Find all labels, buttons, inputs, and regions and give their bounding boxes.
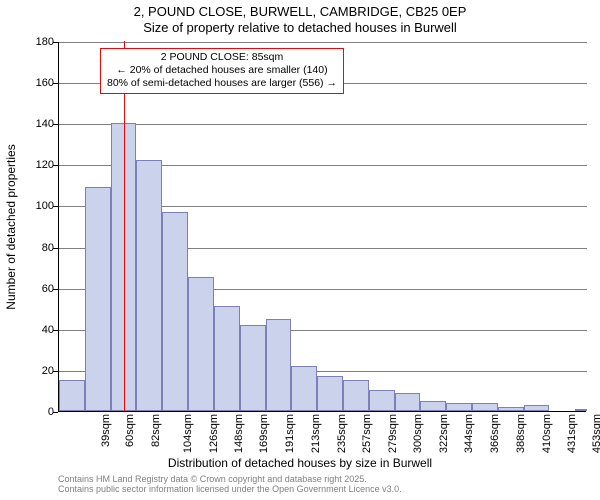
footer-line2: Contains public sector information licen…	[58, 484, 402, 494]
x-axis-label: Distribution of detached houses by size …	[0, 456, 600, 470]
histogram-bar	[214, 306, 240, 411]
histogram-bar	[291, 366, 317, 411]
y-tick-label: 20	[14, 365, 54, 377]
histogram-bar	[266, 319, 292, 412]
histogram-bar	[498, 407, 524, 411]
y-tick-label: 160	[14, 77, 54, 89]
y-tick-label: 60	[14, 283, 54, 295]
x-tick-label: 213sqm	[310, 414, 322, 453]
gridline	[59, 42, 587, 43]
histogram-bar	[524, 405, 550, 411]
histogram-bar	[446, 403, 472, 411]
histogram-bar	[472, 403, 498, 411]
annotation-line3: 80% of semi-detached houses are larger (…	[107, 77, 337, 90]
x-tick-label: 322sqm	[438, 414, 450, 453]
y-tick-label: 120	[14, 159, 54, 171]
x-tick-label: 431sqm	[566, 414, 578, 453]
gridline	[59, 124, 587, 125]
x-tick-label: 300sqm	[412, 414, 424, 453]
histogram-bar	[395, 393, 421, 412]
y-tick-label: 140	[14, 118, 54, 130]
x-tick-label: 410sqm	[541, 414, 553, 453]
y-tick-label: 0	[14, 406, 54, 418]
x-tick-label: 60sqm	[124, 414, 136, 447]
chart-container: 2, POUND CLOSE, BURWELL, CAMBRIDGE, CB25…	[0, 0, 600, 500]
footer-line1: Contains HM Land Registry data © Crown c…	[58, 474, 402, 484]
histogram-bar	[85, 187, 111, 411]
y-tick-label: 80	[14, 242, 54, 254]
x-tick-label: 104sqm	[182, 414, 194, 453]
histogram-bar	[188, 277, 214, 411]
histogram-bar	[59, 380, 85, 411]
x-tick-label: 344sqm	[464, 414, 476, 453]
annotation-box: 2 POUND CLOSE: 85sqm ← 20% of detached h…	[100, 48, 344, 94]
histogram-bar	[162, 212, 188, 411]
y-tick-label: 180	[14, 36, 54, 48]
x-tick-label: 366sqm	[489, 414, 501, 453]
y-tick-label: 40	[14, 324, 54, 336]
chart-title-1: 2, POUND CLOSE, BURWELL, CAMBRIDGE, CB25…	[0, 4, 600, 19]
x-tick-label: 388sqm	[515, 414, 527, 453]
annotation-line1: 2 POUND CLOSE: 85sqm	[107, 51, 337, 64]
histogram-bar	[240, 325, 266, 411]
x-tick-label: 82sqm	[150, 414, 162, 447]
x-tick-label: 257sqm	[361, 414, 373, 453]
reference-line	[124, 41, 125, 411]
x-tick-label: 126sqm	[208, 414, 220, 453]
histogram-bar	[317, 376, 343, 411]
histogram-bar	[369, 390, 395, 411]
x-tick-label: 235sqm	[336, 414, 348, 453]
x-tick-label: 169sqm	[258, 414, 270, 453]
x-tick-label: 39sqm	[100, 414, 112, 447]
histogram-bar	[343, 380, 369, 411]
chart-title-2: Size of property relative to detached ho…	[0, 20, 600, 35]
x-tick-label: 191sqm	[284, 414, 296, 453]
histogram-bar	[575, 409, 587, 411]
footer-attribution: Contains HM Land Registry data © Crown c…	[58, 474, 402, 495]
histogram-bar	[136, 160, 162, 411]
plot-area	[58, 42, 586, 412]
histogram-bar	[420, 401, 446, 411]
x-tick-label: 453sqm	[591, 414, 600, 453]
y-tick-label: 100	[14, 200, 54, 212]
x-tick-label: 279sqm	[387, 414, 399, 453]
x-tick-label: 148sqm	[234, 414, 246, 453]
annotation-line2: ← 20% of detached houses are smaller (14…	[107, 64, 337, 77]
